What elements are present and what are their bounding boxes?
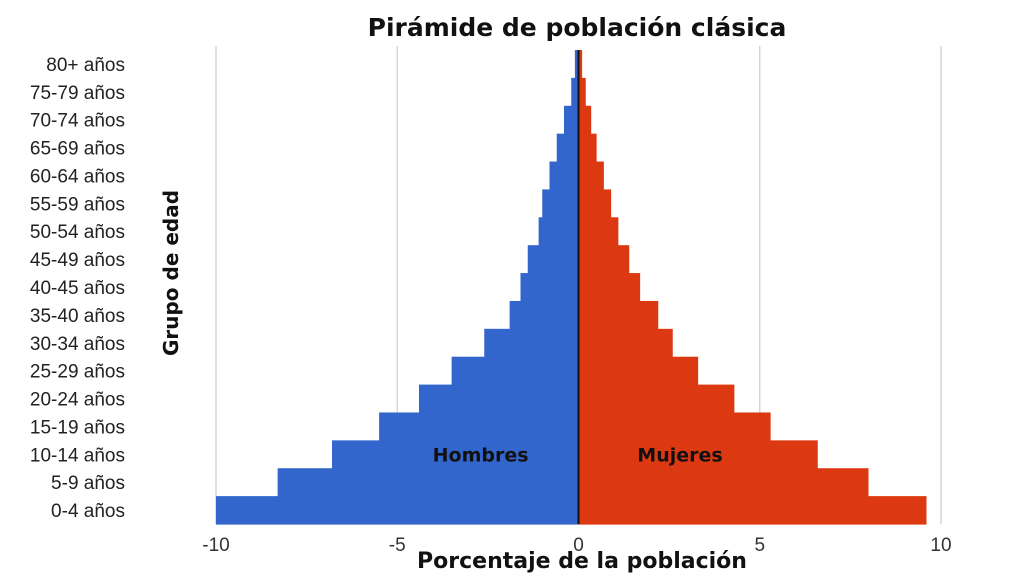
y-tick-label: 20-24 años (30, 390, 125, 411)
bar-hombres (216, 496, 579, 525)
series-label-hombres: Hombres (433, 444, 529, 466)
bar-mujeres (578, 105, 592, 135)
x-tick-label: -10 (202, 535, 229, 556)
bar-hombres (549, 161, 579, 191)
y-tick-label: 75-79 años (30, 83, 125, 104)
x-tick-label: 5 (754, 535, 765, 556)
x-tick-labels: -10 -5 0 5 10 (202, 535, 951, 556)
y-tick-label: 45-49 años (30, 250, 125, 271)
bar-hombres (379, 412, 579, 441)
chart-title: Pirámide de población clásica (368, 13, 787, 42)
bar-hombres (419, 384, 579, 414)
bar-hombres (451, 356, 579, 386)
bar-mujeres (578, 77, 586, 107)
bar-hombres (556, 133, 579, 163)
bar-hombres (574, 50, 579, 79)
series-labels: Hombres Mujeres (433, 444, 723, 466)
bar-hombres (571, 77, 579, 107)
bar-hombres (509, 300, 579, 330)
bar-hombres (527, 245, 579, 274)
y-tick-label: 65-69 años (30, 139, 125, 160)
bars (216, 50, 927, 525)
x-axis-label: Porcentaje de la población (417, 549, 747, 574)
y-tick-label: 50-54 años (30, 222, 125, 243)
bar-mujeres (578, 412, 771, 441)
bar-hombres (332, 440, 579, 469)
bar-mujeres (578, 50, 583, 79)
y-tick-label: 30-34 años (30, 334, 125, 355)
bar-mujeres (578, 328, 673, 358)
bar-hombres (484, 328, 579, 358)
bar-mujeres (578, 384, 735, 414)
bar-mujeres (578, 161, 604, 191)
bar-hombres (520, 273, 579, 302)
y-tick-label: 15-19 años (30, 417, 125, 438)
bar-mujeres (578, 496, 927, 525)
bar-hombres (277, 468, 579, 497)
bar-mujeres (578, 300, 659, 330)
y-tick-label: 35-40 años (30, 306, 125, 327)
y-tick-label: 70-74 años (30, 111, 125, 132)
bar-hombres (564, 105, 579, 135)
bar-mujeres (578, 440, 818, 469)
y-axis-label: Grupo de edad (159, 190, 183, 356)
x-tick-label: -5 (389, 535, 406, 556)
bar-hombres (542, 189, 579, 218)
bar-mujeres (578, 217, 619, 246)
bar-mujeres (578, 273, 641, 302)
bar-mujeres (578, 189, 612, 218)
y-tick-label: 0-4 años (51, 501, 125, 522)
y-tick-label: 80+ años (46, 55, 125, 76)
series-label-mujeres: Mujeres (637, 444, 722, 466)
bar-mujeres (578, 133, 597, 163)
y-tick-label: 10-14 años (30, 445, 125, 466)
y-tick-label: 40-45 años (30, 278, 125, 299)
y-tick-labels: 0-4 años 5-9 años 10-14 años 15-19 años 20-2… (30, 55, 125, 522)
y-tick-label: 5-9 años (51, 473, 125, 494)
bar-hombres (538, 217, 579, 246)
y-tick-label: 60-64 años (30, 166, 125, 187)
x-tick-label: 10 (930, 535, 951, 556)
bar-mujeres (578, 245, 630, 274)
bar-mujeres (578, 356, 699, 386)
y-tick-label: 25-29 años (30, 362, 125, 383)
bar-mujeres (578, 468, 869, 497)
x-tick-label: 0 (573, 535, 584, 556)
y-tick-label: 55-59 años (30, 194, 125, 215)
